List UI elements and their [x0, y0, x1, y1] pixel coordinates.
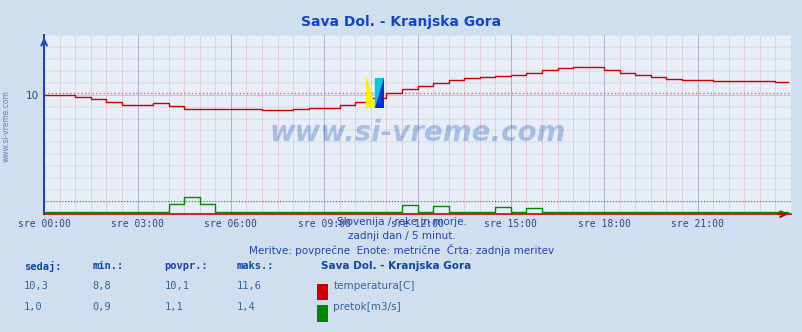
Text: Meritve: povprečne  Enote: metrične  Črta: zadnja meritev: Meritve: povprečne Enote: metrične Črta:…	[249, 244, 553, 256]
Text: www.si-vreme.com: www.si-vreme.com	[269, 120, 565, 147]
Text: 0,9: 0,9	[92, 302, 111, 312]
Text: Slovenija / reke in morje.: Slovenija / reke in morje.	[336, 217, 466, 227]
Text: 1,0: 1,0	[24, 302, 43, 312]
Text: 11,6: 11,6	[237, 281, 261, 290]
Text: Sava Dol. - Kranjska Gora: Sava Dol. - Kranjska Gora	[321, 261, 471, 271]
Text: pretok[m3/s]: pretok[m3/s]	[333, 302, 400, 312]
Text: 10,1: 10,1	[164, 281, 189, 290]
Text: zadnji dan / 5 minut.: zadnji dan / 5 minut.	[347, 231, 455, 241]
Polygon shape	[375, 78, 383, 108]
Text: 10,3: 10,3	[24, 281, 49, 290]
Text: povpr.:: povpr.:	[164, 261, 208, 271]
Text: Sava Dol. - Kranjska Gora: Sava Dol. - Kranjska Gora	[301, 15, 501, 29]
Text: 1,1: 1,1	[164, 302, 183, 312]
Text: sedaj:: sedaj:	[24, 261, 62, 272]
Text: 8,8: 8,8	[92, 281, 111, 290]
Polygon shape	[366, 78, 375, 108]
Text: temperatura[C]: temperatura[C]	[333, 281, 414, 290]
Text: www.si-vreme.com: www.si-vreme.com	[2, 90, 11, 162]
Text: 1,4: 1,4	[237, 302, 255, 312]
Text: maks.:: maks.:	[237, 261, 274, 271]
Polygon shape	[375, 78, 383, 108]
Text: min.:: min.:	[92, 261, 124, 271]
